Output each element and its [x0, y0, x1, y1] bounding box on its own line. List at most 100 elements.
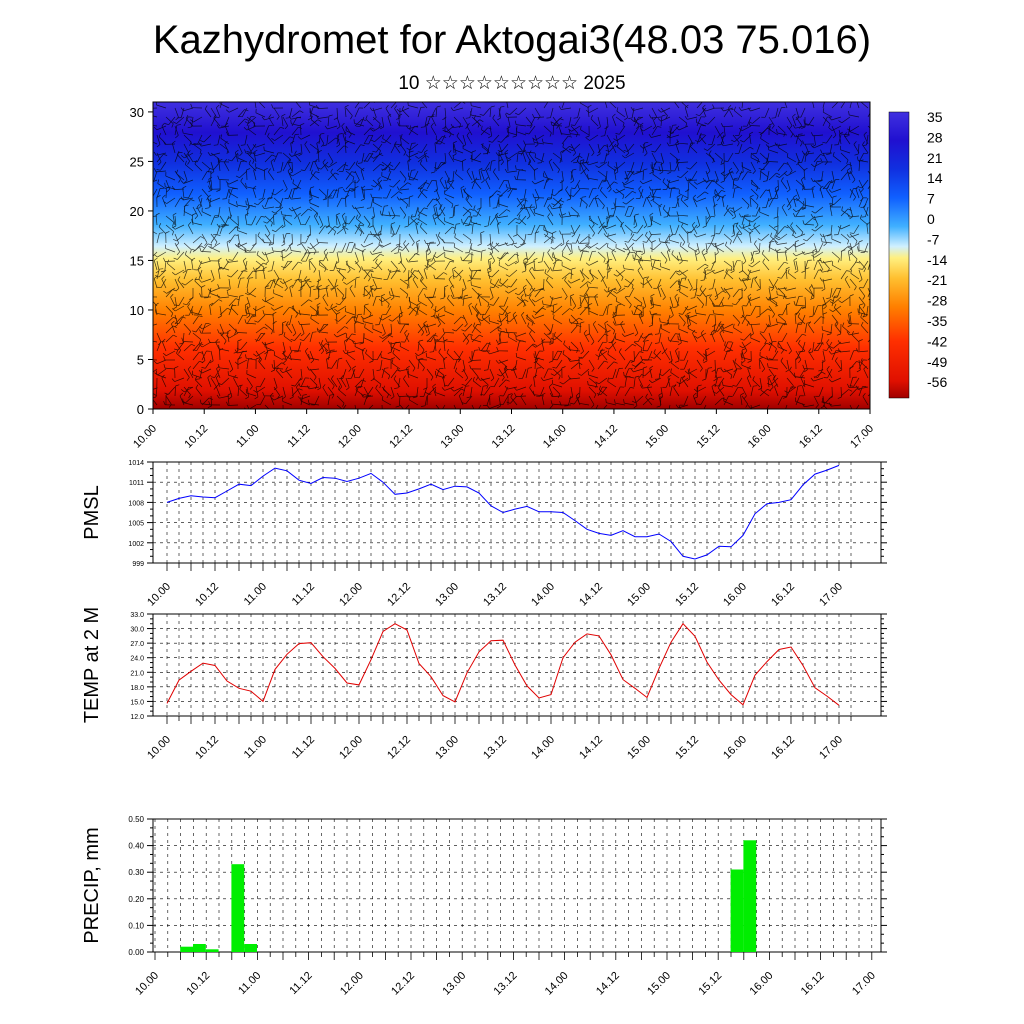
wind-barb-flag [546, 276, 549, 281]
wind-barb-flag [759, 356, 763, 360]
wind-barb-flag [606, 330, 611, 333]
wind-barb-flag [675, 333, 680, 335]
wind-barb-flag [708, 288, 713, 290]
wind-barb [365, 118, 374, 127]
wind-barb-flag [747, 107, 751, 112]
wind-barb [192, 332, 201, 340]
wind-barb-flag [711, 261, 716, 264]
wind-barb-flag [391, 222, 396, 225]
wind-barb-flag [613, 166, 618, 169]
wind-barb-flag [795, 357, 800, 360]
wind-barb [863, 278, 869, 289]
wind-barb-flag [461, 218, 463, 223]
wind-barb [473, 118, 482, 127]
wind-barb-flag [784, 246, 789, 250]
wind-barb [570, 268, 573, 280]
wind-barb [714, 152, 723, 160]
wind-barb-flag [498, 313, 503, 315]
wind-barb [574, 179, 581, 189]
wind-barb [416, 358, 428, 361]
wind-barb-flag [685, 176, 688, 181]
wind-barb-flag [634, 332, 639, 337]
wind-barb [750, 278, 754, 289]
wind-barb-flag [639, 126, 644, 128]
wind-barb [194, 379, 203, 388]
wind-barb [858, 269, 863, 280]
wind-barb [666, 314, 671, 325]
wind-barb [786, 179, 791, 190]
wind-barb [624, 242, 631, 252]
wind-barb-flag [424, 293, 427, 298]
wind-barb [840, 152, 849, 161]
wind-barb-flag [370, 284, 375, 288]
wind-barb-flag [382, 313, 387, 316]
wind-barb-flag [738, 277, 742, 282]
wind-barb-flag [523, 284, 527, 288]
wind-barb [372, 287, 383, 290]
wind-barb [609, 143, 617, 152]
wind-barb [345, 188, 356, 193]
wind-barb [565, 189, 572, 199]
wind-barb [523, 260, 527, 271]
wind-barb [408, 170, 412, 181]
wind-barb [281, 116, 284, 127]
wind-barb-flag [565, 239, 569, 244]
wind-barb-flag [743, 287, 747, 292]
wind-barb [363, 314, 374, 320]
wind-barb [849, 233, 860, 238]
wind-barb-flag [746, 314, 751, 316]
wind-barb-flag [562, 143, 565, 148]
wind-barb [570, 133, 581, 136]
wind-barb-flag [409, 150, 414, 153]
wind-barb-flag [540, 377, 544, 381]
wind-barb [840, 359, 843, 371]
wind-barb-flag [146, 293, 147, 297]
wind-barb-flag [184, 250, 187, 255]
wind-barb [548, 161, 554, 172]
wind-barb [624, 186, 635, 190]
wind-barb-flag [855, 261, 860, 264]
wind-barb [281, 251, 284, 262]
wind-barb [399, 107, 410, 113]
wind-barb [292, 170, 302, 177]
wind-barb [322, 162, 329, 172]
wind-barb [443, 331, 455, 334]
wind-barb-flag [437, 323, 441, 328]
wind-barb-flag [848, 248, 852, 252]
wind-barb [237, 296, 241, 307]
wind-barb [768, 116, 775, 126]
wind-barb-flag [784, 261, 789, 264]
wind-barb [300, 313, 311, 316]
wind-barb [633, 214, 636, 226]
wind-barb [454, 246, 464, 253]
wind-barb-flag [711, 243, 716, 245]
wind-barb [489, 260, 492, 271]
wind-barb-flag [217, 329, 220, 334]
wind-barb-flag [261, 205, 265, 209]
wind-barb-flag [842, 322, 845, 327]
wind-barb-flag [844, 132, 847, 136]
wind-barb [768, 332, 773, 343]
wind-barb [615, 323, 626, 326]
wind-barb-flag [828, 123, 831, 128]
wind-barb-flag [287, 167, 292, 172]
wind-barb-flag [576, 159, 580, 164]
wind-barb [523, 233, 527, 244]
wind-barb-flag [732, 180, 735, 185]
wind-barb-flag [200, 140, 205, 143]
wind-barb [804, 197, 807, 209]
wind-barb [246, 270, 254, 280]
wind-barb-flag [217, 257, 222, 261]
wind-barb-flag [265, 285, 270, 288]
wind-barb [708, 153, 716, 163]
wind-barb-flag [860, 188, 864, 193]
wind-barb-flag [684, 276, 687, 281]
wind-barb [714, 323, 720, 334]
wind-barb-flag [605, 149, 610, 152]
wind-barb [651, 152, 657, 163]
wind-barb-flag [756, 288, 761, 291]
wind-barb [651, 188, 655, 199]
wind-barb [659, 169, 671, 172]
wind-barb [282, 215, 286, 226]
wind-barb [218, 179, 230, 181]
